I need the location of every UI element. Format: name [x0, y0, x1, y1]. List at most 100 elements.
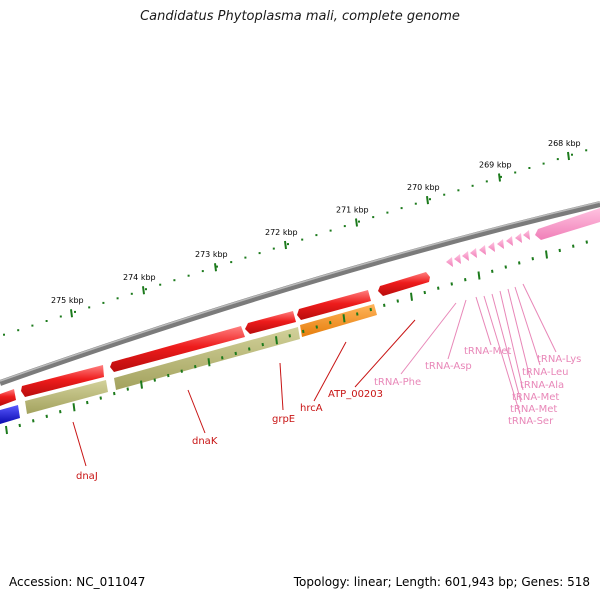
- scale-major-tick: [567, 151, 570, 161]
- inner-minor-tick: [86, 400, 89, 405]
- scale-major-tick: [214, 263, 217, 272]
- inner-tick-ring: [5, 240, 588, 435]
- inner-major-tick: [140, 380, 143, 389]
- scale-dot: [258, 252, 261, 255]
- gene-label-ATP_00203[interactable]: ATP_00203: [328, 389, 383, 400]
- scale-label: 270 kbp: [407, 183, 440, 192]
- scale-dot: [59, 315, 62, 318]
- gene-label-tRNA-Asp[interactable]: tRNA-Asp: [425, 361, 472, 372]
- cds-track: [0, 272, 430, 406]
- inner-major-tick: [5, 425, 8, 435]
- gene-label-tRNA-Ser[interactable]: tRNA-Ser: [508, 416, 554, 427]
- scale-major-tick: [142, 286, 145, 295]
- scale-label: 274 kbp: [123, 273, 156, 282]
- scale-dot: [145, 288, 147, 291]
- scale-major-tick: [284, 240, 287, 250]
- gene-annotations: dnaJ dnaK grpE hrcA ATP_00203 tRNA-Phe t…: [72, 283, 581, 482]
- inner-minor-tick: [531, 257, 534, 261]
- leader-line: [72, 421, 87, 467]
- cds-feature[interactable]: [297, 290, 371, 320]
- trna-feature[interactable]: [523, 230, 530, 240]
- leader-line: [507, 288, 531, 379]
- scale-dot: [272, 247, 275, 250]
- olive-feature[interactable]: [114, 327, 300, 390]
- trna-feature[interactable]: [515, 233, 522, 243]
- trna-feature[interactable]: [535, 208, 600, 240]
- gene-label-tRNA-Phe[interactable]: tRNA-Phe: [374, 377, 421, 388]
- gene-label-tRNA-Met[interactable]: tRNA-Met: [464, 346, 511, 357]
- gene-label-hrcA[interactable]: hrcA: [300, 403, 323, 414]
- scale-major-tick: [355, 218, 358, 227]
- blue-feature[interactable]: [0, 405, 20, 424]
- cds-feature[interactable]: [378, 272, 430, 296]
- scale-dot: [201, 270, 204, 273]
- trna-track: [446, 208, 600, 267]
- leader-line: [187, 389, 206, 434]
- leader-line: [447, 299, 467, 360]
- trna-feature[interactable]: [488, 242, 495, 252]
- scale-dot: [414, 202, 417, 205]
- scale-dot: [514, 171, 517, 174]
- inner-minor-tick: [221, 356, 224, 360]
- olive-feature[interactable]: [25, 380, 108, 414]
- inner-minor-tick: [329, 321, 332, 325]
- trna-feature[interactable]: [446, 257, 453, 267]
- scale-dots: [3, 149, 588, 336]
- gene-label-dnaK[interactable]: dnaK: [192, 436, 218, 447]
- inner-minor-tick: [450, 282, 453, 286]
- cds-feature[interactable]: [0, 389, 16, 406]
- trna-feature[interactable]: [470, 248, 477, 258]
- leader-line: [499, 290, 524, 391]
- scale-dot: [102, 301, 105, 304]
- leader-line: [514, 286, 541, 366]
- inner-minor-tick: [464, 278, 467, 282]
- gene-label-tRNA-Met-2[interactable]: tRNA-Met: [512, 392, 559, 403]
- scale-dot: [329, 229, 332, 232]
- inner-minor-tick: [437, 286, 440, 290]
- inner-minor-tick: [518, 261, 521, 265]
- scale-dot: [443, 193, 446, 196]
- scale-dot: [400, 207, 403, 210]
- scale-dot: [230, 261, 233, 264]
- inner-minor-tick: [423, 290, 426, 295]
- gene-label-tRNA-Ala[interactable]: tRNA-Ala: [520, 380, 564, 391]
- inner-minor-tick: [572, 244, 575, 248]
- gene-label-grpE[interactable]: grpE: [272, 414, 295, 425]
- scale-dot: [386, 211, 389, 214]
- trna-feature[interactable]: [462, 251, 469, 261]
- scale-dot: [116, 297, 119, 300]
- inner-minor-tick: [491, 269, 494, 273]
- inner-minor-tick: [558, 248, 561, 253]
- cds-feature[interactable]: [21, 365, 104, 397]
- scale-dot: [500, 175, 502, 178]
- gene-label-tRNA-Leu[interactable]: tRNA-Leu: [522, 367, 568, 378]
- scale-dot: [372, 216, 375, 219]
- leader-line: [475, 296, 492, 346]
- scale-dot: [485, 180, 488, 183]
- leader-line: [491, 293, 522, 403]
- scale-dot: [216, 265, 218, 268]
- inner-minor-tick: [504, 265, 507, 269]
- cds-feature[interactable]: [245, 311, 296, 334]
- gene-label-tRNA-Met-3[interactable]: tRNA-Met: [510, 404, 557, 415]
- scale-dot: [159, 283, 162, 286]
- scale-dot: [187, 274, 190, 277]
- leader-line: [483, 295, 521, 415]
- scale-dot: [429, 198, 431, 201]
- trna-feature[interactable]: [454, 254, 461, 264]
- inner-minor-tick: [261, 342, 264, 347]
- inner-minor-tick: [99, 396, 102, 400]
- trna-feature[interactable]: [479, 245, 486, 255]
- trna-feature[interactable]: [506, 236, 513, 246]
- trna-feature[interactable]: [497, 239, 504, 249]
- inner-minor-tick: [248, 347, 251, 351]
- gene-label-dnaJ[interactable]: dnaJ: [76, 471, 98, 482]
- inner-major-tick: [410, 292, 413, 301]
- scale-dot: [358, 220, 360, 223]
- cds-feature[interactable]: [110, 326, 245, 372]
- orange-feature[interactable]: [300, 304, 377, 337]
- secondary-track: [0, 304, 377, 424]
- leader-line: [354, 319, 416, 388]
- gene-label-tRNA-Lys[interactable]: tRNA-Lys: [537, 354, 581, 365]
- scale-dot: [31, 324, 34, 327]
